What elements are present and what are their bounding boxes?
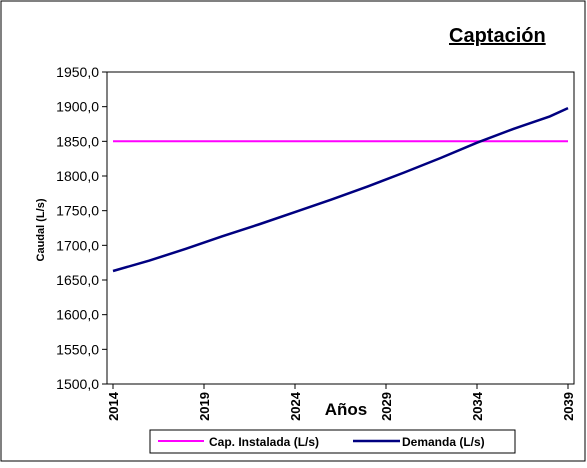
chart-title: Captación bbox=[449, 25, 546, 47]
x-tick-label: 2039 bbox=[561, 392, 576, 421]
y-tick-label: 1550,0 bbox=[56, 341, 99, 357]
y-axis-label: Caudal (L/s) bbox=[35, 198, 47, 261]
x-axis-label: Años bbox=[325, 400, 368, 419]
legend-label-demanda: Demanda (L/s) bbox=[402, 435, 485, 449]
legend-box bbox=[149, 429, 516, 454]
y-tick-label: 1500,0 bbox=[56, 376, 99, 392]
y-tick-label: 1700,0 bbox=[56, 237, 99, 253]
y-tick-label: 1650,0 bbox=[56, 272, 99, 288]
series-lines bbox=[112, 106, 569, 273]
x-tick-label: 2019 bbox=[197, 392, 212, 421]
series-line-demanda bbox=[112, 106, 569, 273]
y-tick-label: 1950,0 bbox=[56, 64, 99, 80]
y-tick-label: 1850,0 bbox=[56, 133, 99, 149]
y-tick-label: 1750,0 bbox=[56, 203, 99, 219]
y-tick-label: 1900,0 bbox=[56, 99, 99, 115]
plot-area bbox=[106, 71, 575, 385]
x-axis-ticks: 2014 2019 2024 2029 2034 2039 bbox=[106, 384, 576, 421]
x-tick-label: 2024 bbox=[288, 391, 303, 421]
y-tick-label: 1800,0 bbox=[56, 168, 99, 184]
legend-label-cap-instalada: Cap. Instalada (L/s) bbox=[209, 435, 319, 449]
x-tick-label: 2034 bbox=[470, 391, 485, 421]
y-tick-label: 1600,0 bbox=[56, 307, 99, 323]
x-tick-label: 2014 bbox=[106, 391, 121, 421]
x-tick-label: 2029 bbox=[379, 392, 394, 421]
legend: Cap. Instalada (L/s) Demanda (L/s) bbox=[149, 429, 516, 454]
y-axis-ticks: 1500,0 1550,0 1600,0 1650,0 1700,0 1750,0 1800… bbox=[56, 64, 107, 392]
